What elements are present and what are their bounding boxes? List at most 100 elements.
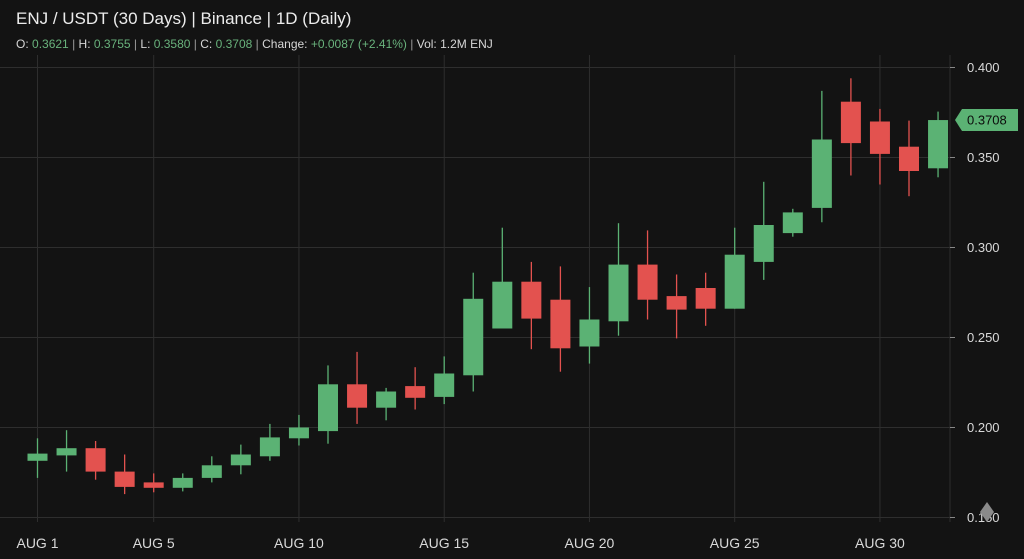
candle-up [201, 456, 222, 483]
candle-up [259, 423, 280, 461]
candle-body [811, 139, 832, 208]
candle-up [463, 272, 484, 392]
x-tick-label: AUG 5 [133, 535, 175, 551]
candle-up [753, 181, 774, 280]
candle-body [85, 448, 106, 472]
candle-up [27, 438, 48, 478]
volume-label: Vol: [416, 37, 437, 51]
x-tick-label: AUG 25 [710, 535, 760, 551]
candle-body [666, 296, 687, 310]
x-tick-label: AUG 30 [855, 535, 905, 551]
y-tick-label: 0.350 [967, 150, 1000, 165]
candle-body [695, 288, 716, 309]
last-price-tag: 0.3708 [955, 109, 1018, 132]
candle-body [928, 120, 949, 169]
change-value: +0.0087 (+2.41%) [310, 37, 407, 51]
candle-body [899, 146, 919, 171]
candle-up [288, 414, 309, 446]
candle-body [143, 482, 164, 488]
candle-down [347, 351, 368, 424]
y-tick-label: 0.250 [967, 330, 1000, 345]
last-price-tag-shape [955, 109, 1018, 132]
candle-body [463, 298, 484, 376]
candle-body [347, 384, 368, 408]
candle-down [840, 78, 861, 176]
x-axis: AUG 1 AUG 5 AUG 10 AUG 15 AUG 20 AUG 25 AUG 30 [16, 535, 905, 551]
x-tick-label: AUG 10 [274, 535, 324, 551]
candle-down [695, 272, 716, 326]
open-value: 0.3621 [32, 37, 69, 51]
separator: | [193, 37, 197, 51]
separator: | [255, 37, 259, 51]
candle-down [869, 108, 890, 185]
candle-body [840, 101, 861, 144]
grid-lines [0, 55, 951, 522]
candle-body [259, 437, 280, 457]
candle-body [27, 453, 48, 461]
high-value: 0.3755 [93, 37, 131, 51]
x-tick-label: AUG 15 [419, 535, 469, 551]
chart-title: ENJ / USDT (30 Days) | Binance | 1D (Dai… [16, 9, 352, 28]
candle-body [230, 454, 251, 466]
close-label: C: [200, 37, 213, 51]
candle-up [811, 90, 832, 223]
candle-up [724, 227, 745, 309]
candle-body [201, 465, 222, 478]
candle-up [782, 208, 803, 237]
candle-up [56, 430, 77, 472]
candle-up [230, 444, 251, 475]
separator: | [410, 37, 414, 51]
candle-down [666, 274, 687, 339]
ohlc-summary: O: 0.3621 | H: 0.3755 | L: 0.3580 | C: 0… [16, 37, 493, 51]
candle-up [608, 223, 629, 336]
candles [27, 78, 949, 495]
candle-up [492, 227, 513, 329]
candle-down [899, 120, 919, 197]
y-tick-label: 0.300 [967, 240, 1000, 255]
candle-body [288, 427, 309, 439]
y-tick-label: 0.200 [967, 420, 1000, 435]
separator: | [72, 37, 76, 51]
candle-up [376, 387, 397, 421]
change-label: Change: [262, 37, 308, 51]
zoom-diamond-icon[interactable] [980, 502, 994, 522]
candle-body [869, 121, 890, 154]
candle-body [114, 471, 135, 487]
candle-body [608, 264, 629, 322]
last-price-tag-label: 0.3708 [967, 113, 1007, 128]
separator: | [133, 37, 138, 51]
candle-body [318, 384, 338, 432]
volume-value: 1.2M ENJ [440, 37, 493, 51]
low-value: 0.3580 [153, 37, 191, 51]
candle-body [492, 281, 513, 329]
candle-up [579, 287, 600, 364]
candle-down [85, 441, 106, 480]
candle-down [405, 367, 426, 410]
high-label: H: [78, 37, 91, 51]
candle-body [434, 373, 455, 397]
candle-down [114, 454, 135, 495]
candle-up [928, 111, 949, 178]
close-value: 0.3708 [215, 37, 253, 51]
candle-up [172, 473, 193, 492]
candle-body [56, 448, 77, 456]
open-label: O: [16, 37, 29, 51]
x-tick-label: AUG 20 [565, 535, 615, 551]
x-tick-label: AUG 1 [16, 535, 58, 551]
candle-body [550, 299, 571, 349]
candle-body [782, 212, 803, 234]
candle-body [579, 319, 600, 347]
candle-up [434, 356, 455, 405]
candle-body [376, 391, 397, 408]
candle-down [143, 473, 164, 493]
candle-body [753, 225, 774, 262]
candle-down [550, 266, 571, 372]
candle-body [724, 254, 745, 309]
candle-down [637, 230, 658, 320]
candle-down [521, 261, 542, 350]
candle-body [172, 477, 193, 488]
candle-up [318, 365, 338, 444]
candle-body [521, 281, 542, 319]
